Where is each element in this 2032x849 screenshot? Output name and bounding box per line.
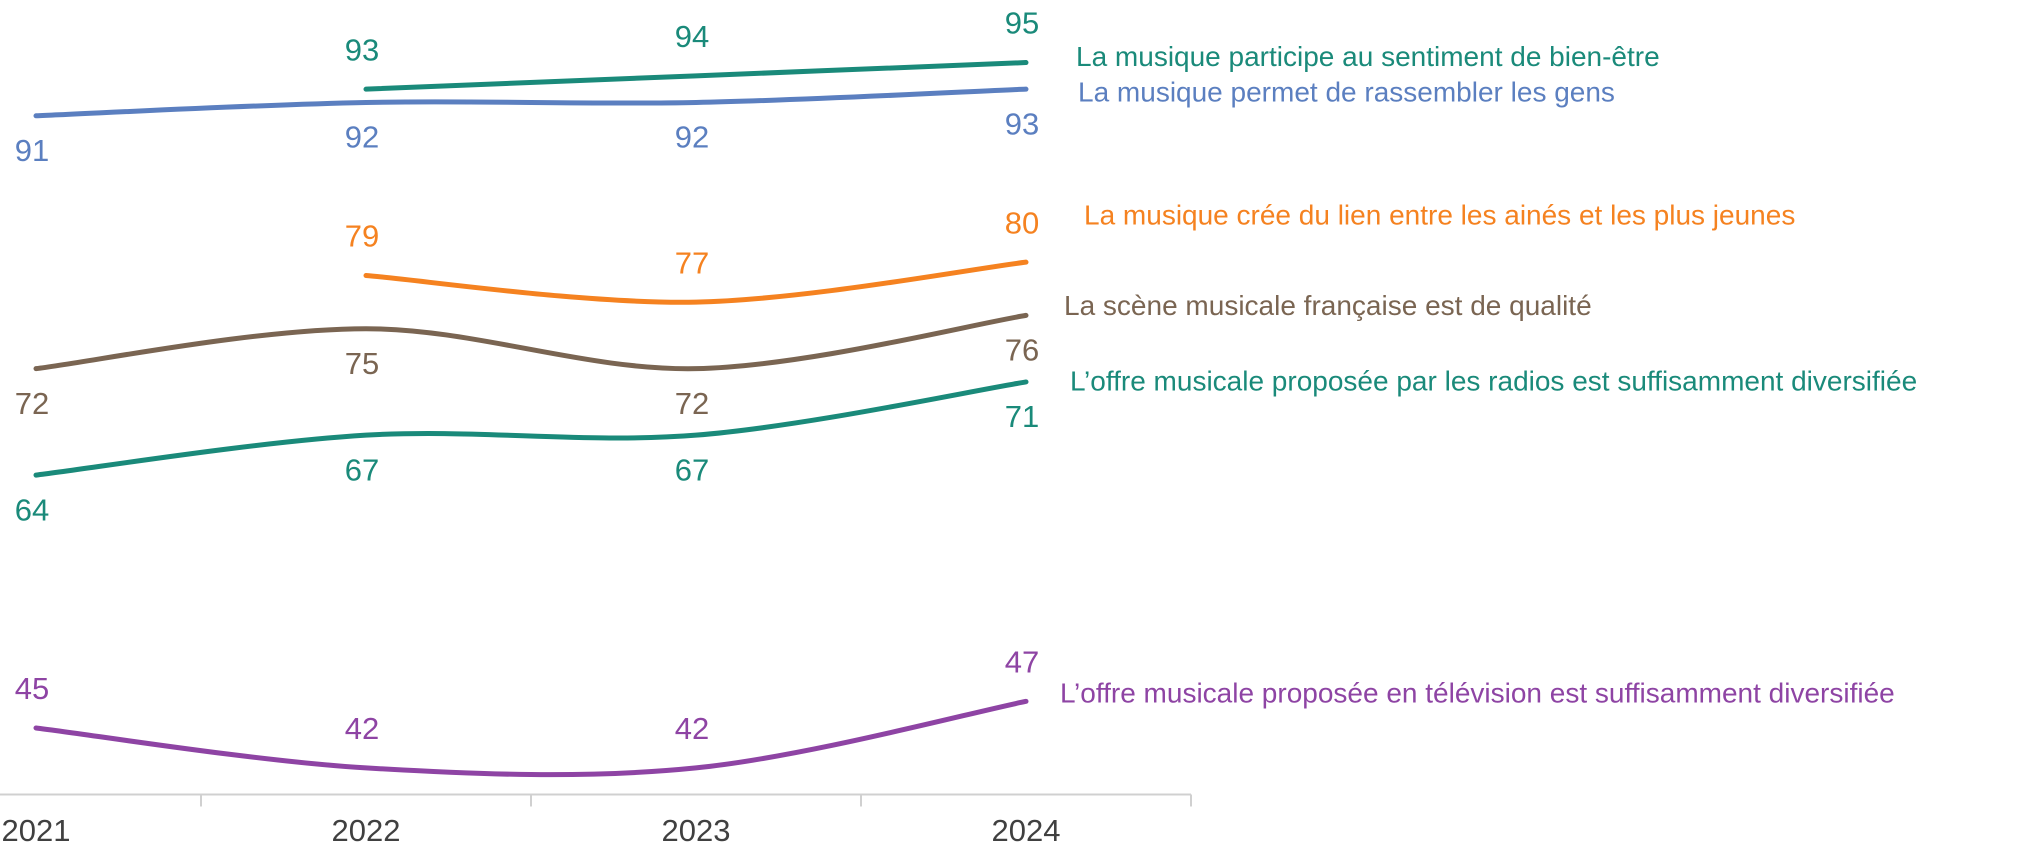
data-label: 95 <box>1005 6 1039 41</box>
data-label: 72 <box>675 386 709 421</box>
series-name: La musique participe au sentiment de bie… <box>1076 41 1660 72</box>
data-label: 75 <box>345 346 379 381</box>
data-label: 67 <box>675 452 709 487</box>
x-tick-label: 2021 <box>2 813 71 848</box>
data-label: 64 <box>15 492 49 527</box>
x-tick-label: 2023 <box>662 813 731 848</box>
data-label: 79 <box>345 219 379 254</box>
data-label: 77 <box>675 245 709 280</box>
data-label: 91 <box>15 133 49 168</box>
data-label: 67 <box>345 452 379 487</box>
data-label: 92 <box>675 120 709 155</box>
data-label: 45 <box>15 671 49 706</box>
series-line <box>33 698 1029 778</box>
series-name: L’offre musicale proposée en télévision … <box>1060 678 1895 709</box>
data-label: 42 <box>345 711 379 746</box>
series-name: La scène musicale française est de quali… <box>1064 290 1592 321</box>
series-line <box>33 379 1029 478</box>
data-label: 47 <box>1005 645 1039 680</box>
data-label: 93 <box>1005 106 1039 141</box>
series-name: La musique crée du lien entre les ainés … <box>1084 200 1795 231</box>
data-label: 42 <box>675 711 709 746</box>
series-name: La musique permet de rassembler les gens <box>1078 77 1615 108</box>
data-label: 80 <box>1005 205 1039 240</box>
series-line <box>363 259 1029 305</box>
data-label: 71 <box>1005 399 1039 434</box>
series-line <box>363 60 1029 92</box>
data-label: 92 <box>345 120 379 155</box>
data-label: 76 <box>1005 333 1039 368</box>
series-line <box>33 312 1029 372</box>
series-name: L’offre musicale proposée par les radios… <box>1070 365 1917 396</box>
x-tick-label: 2022 <box>332 813 401 848</box>
data-label: 72 <box>15 386 49 421</box>
data-label: 93 <box>345 32 379 67</box>
series-line <box>33 86 1029 119</box>
x-tick-label: 2024 <box>992 813 1061 848</box>
data-label: 94 <box>675 19 709 54</box>
